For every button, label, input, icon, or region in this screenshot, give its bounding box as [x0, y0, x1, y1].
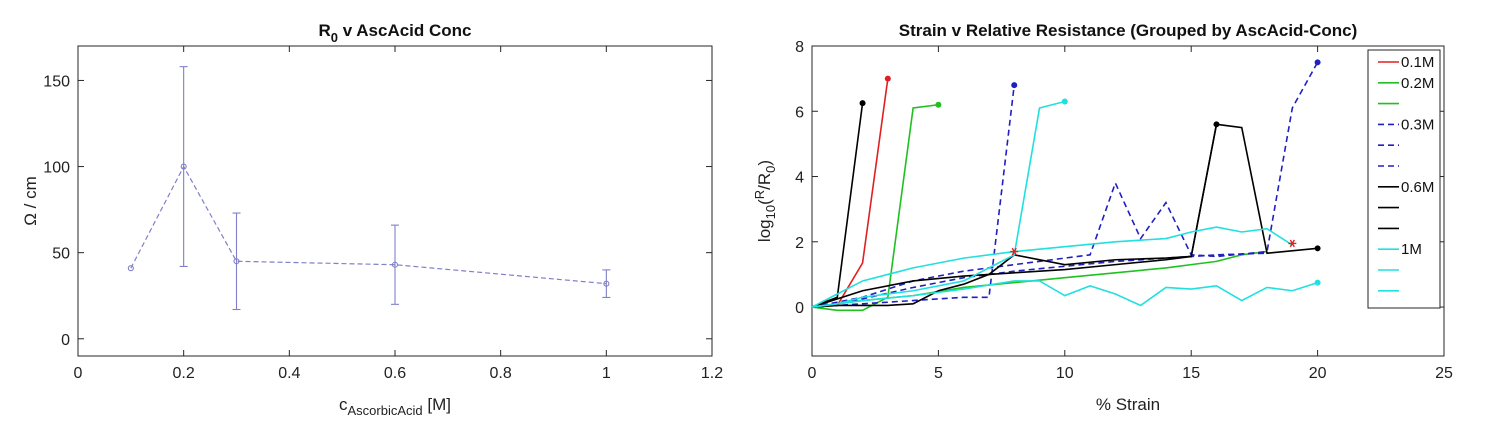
right-x-ticks: 0 5 10 15 20 25 [808, 46, 1453, 382]
left-x-ticks: 0 0.2 0.4 0.6 0.8 1 1.2 [74, 46, 723, 382]
right-series-end-point [1011, 82, 1018, 89]
right-x-tick-label: 5 [934, 365, 943, 382]
right-y-tick-label: 2 [795, 235, 804, 252]
right-star-marker [1010, 247, 1019, 256]
legend-label: 0.1M [1401, 54, 1434, 71]
left-x-tick-label: 0 [74, 365, 83, 382]
left-x-tick-label: 1.2 [701, 365, 723, 382]
legend-label: 0.3M [1401, 116, 1434, 133]
left-y-tick-label: 100 [43, 160, 70, 177]
left-series-line [130, 165, 607, 285]
right-chart: Strain v Relative Resistance (Grouped by… [752, 21, 1453, 414]
right-series-end-point [884, 75, 891, 82]
right-y-tick-label: 6 [795, 104, 804, 121]
left-data-point [603, 280, 610, 287]
legend-box [1367, 49, 1441, 309]
right-y-axis-label: log10(R/R0) [752, 160, 778, 242]
left-y-tick-label: 50 [52, 246, 70, 263]
left-data-marks [127, 66, 611, 311]
right-series-end-point [935, 101, 942, 108]
left-plot-area [77, 45, 713, 357]
right-star-marker [1288, 239, 1297, 248]
right-x-tick-label: 10 [1056, 365, 1074, 382]
right-star-stroke [1011, 247, 1017, 256]
right-series-line [811, 280, 1318, 308]
right-series-line [811, 226, 1293, 308]
left-x-tick-label: 0.6 [384, 365, 406, 382]
legend-label: 0.6M [1401, 179, 1434, 196]
right-y-tick-label: 8 [795, 39, 804, 56]
right-y-tick-label: 0 [795, 300, 804, 317]
right-series-end-point [1314, 279, 1321, 286]
left-x-tick-label: 0.2 [173, 365, 195, 382]
left-data-point [180, 163, 187, 170]
left-y-axis-label: Ω / cm [21, 176, 40, 226]
left-y-tick-label: 150 [43, 73, 70, 90]
left-x-tick-label: 0.8 [490, 365, 512, 382]
left-x-tick-label: 1 [602, 365, 611, 382]
left-data-point [127, 265, 134, 272]
left-chart-title: R0 v AscAcid Conc [318, 21, 471, 45]
left-y-ticks: 0 50 100 150 [43, 73, 712, 349]
left-x-tick-label: 0.4 [278, 365, 300, 382]
right-series-line [811, 103, 939, 312]
legend-label: 1M [1401, 241, 1422, 258]
right-series-end-point [1314, 245, 1321, 252]
left-data-point [233, 258, 240, 265]
legend: 0.1M 0.2M 0.3M 0.6M 1M [1367, 49, 1441, 309]
left-x-axis-label: cAscorbicAcid [M] [339, 395, 451, 418]
right-series-end-point [1061, 98, 1068, 105]
right-x-tick-label: 0 [808, 365, 817, 382]
right-series-end-point [859, 100, 866, 107]
right-x-tick-label: 25 [1435, 365, 1453, 382]
right-plot-area [811, 45, 1445, 357]
right-x-tick-label: 20 [1309, 365, 1327, 382]
right-data-marks [811, 59, 1321, 312]
left-data-point [391, 261, 399, 268]
right-x-tick-label: 15 [1182, 365, 1200, 382]
right-x-axis-label: % Strain [1096, 395, 1160, 414]
right-y-tick-label: 4 [795, 170, 804, 187]
right-series-line [811, 124, 1218, 308]
legend-label: 0.2M [1401, 75, 1434, 92]
right-star-stroke [1289, 239, 1295, 248]
left-y-tick-label: 0 [61, 332, 70, 349]
right-series-end-point [1314, 59, 1321, 66]
right-chart-title: Strain v Relative Resistance (Grouped by… [899, 21, 1358, 40]
right-series-end-point [1213, 121, 1220, 128]
left-chart: R0 v AscAcid Conc cAscorbicAcid [M] Ω / … [21, 21, 723, 418]
